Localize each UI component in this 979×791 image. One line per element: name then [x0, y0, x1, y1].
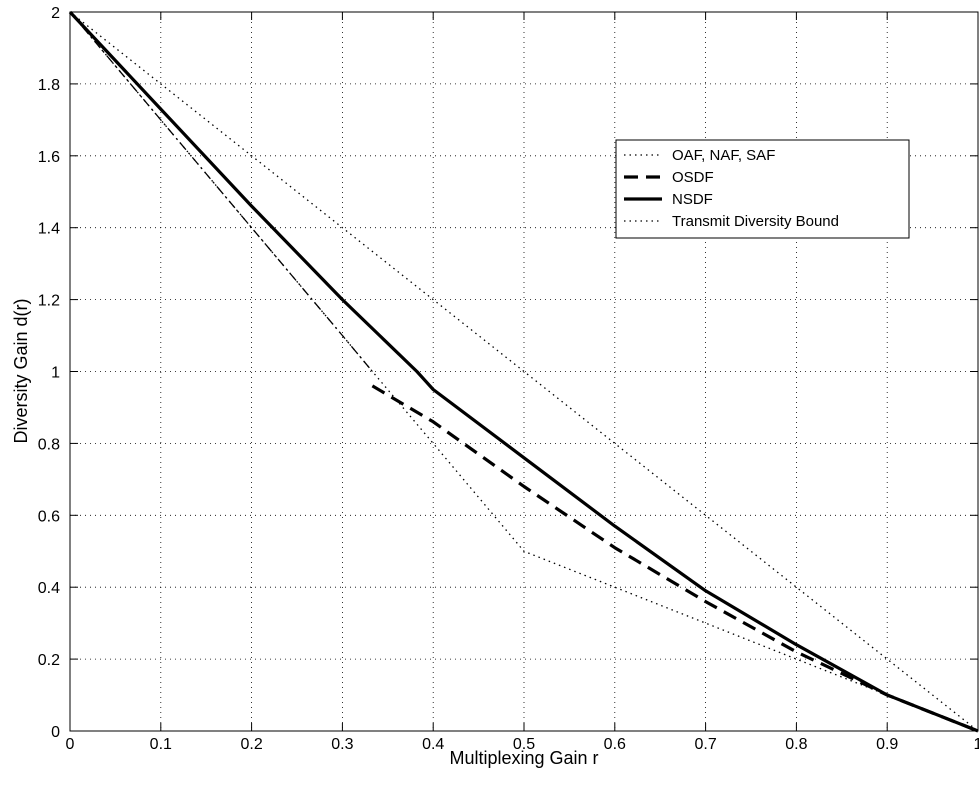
- x-tick-label: 0.1: [150, 736, 172, 753]
- y-tick-label: 1.6: [38, 149, 60, 166]
- legend-label: NSDF: [672, 191, 713, 208]
- series-layer: [68, 10, 979, 733]
- legend-label: Transmit Diversity Bound: [672, 213, 839, 230]
- y-tick-label: 0.4: [38, 580, 60, 597]
- y-tick-label: 1.8: [38, 77, 60, 94]
- x-tick-label: 0.6: [604, 736, 626, 753]
- legend-label: OAF, NAF, SAF: [672, 147, 775, 164]
- x-tick-label: 0.9: [876, 736, 898, 753]
- y-tick-label: 0: [51, 724, 60, 741]
- x-tick-label: 0: [66, 736, 75, 753]
- y-tick-label: 2: [51, 5, 60, 22]
- x-tick-label: 0.8: [785, 736, 807, 753]
- y-tick-label: 1: [51, 365, 60, 382]
- x-tick-label: 0.4: [422, 736, 444, 753]
- y-axis-label: Diversity Gain d(r): [11, 298, 31, 443]
- x-tick-label: 0.7: [694, 736, 716, 753]
- legend-label: OSDF: [672, 169, 714, 186]
- series-line-dashdot-2: [69, 11, 373, 372]
- legend: OAF, NAF, SAF OSDF NSDF Transmit Diversity …: [615, 139, 910, 239]
- y-tick-label: 1.4: [38, 221, 60, 238]
- series-line-dotted-4: [69, 11, 979, 732]
- x-tick-label: 0.2: [240, 736, 262, 753]
- y-tick-label: 0.8: [38, 436, 60, 453]
- y-tick-label: 0.2: [38, 652, 60, 669]
- x-tick-label: 1: [974, 736, 979, 753]
- x-tick-label: 0.5: [513, 736, 535, 753]
- y-tick-label: 0.6: [38, 508, 60, 525]
- ticks: 0 0.1 0.2 0.3 0.4 0.5 0.6 0.7 0.8 0.9 1 0 0.2 0.4 0.6 0…: [38, 5, 979, 753]
- x-axis-label: Multiplexing Gain r: [449, 748, 598, 768]
- legend-box: [615, 139, 910, 239]
- x-tick-label: 0.3: [331, 736, 353, 753]
- series-line-solid-3: [68, 10, 979, 733]
- plot-background: [70, 12, 978, 731]
- y-tick-label: 1.2: [38, 293, 60, 310]
